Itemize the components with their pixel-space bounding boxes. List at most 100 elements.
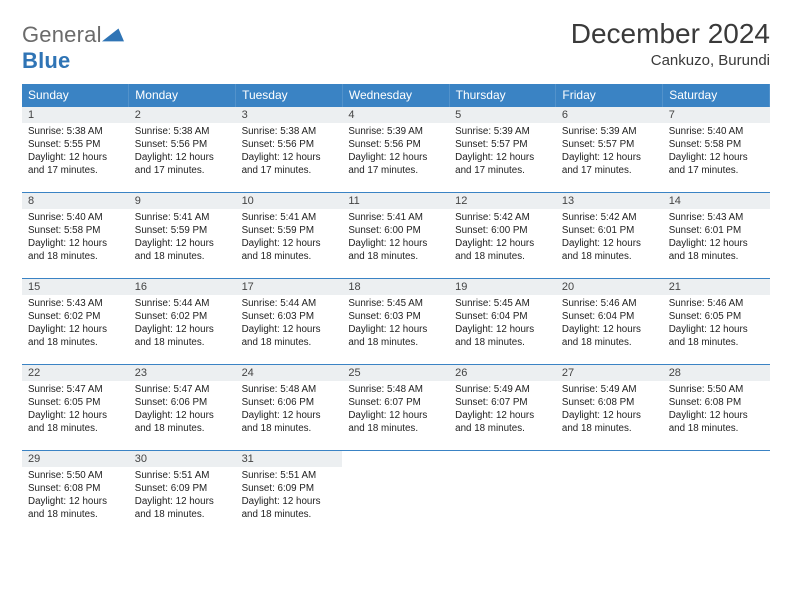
day-number: 16 [129,279,236,295]
day-body: Sunrise: 5:46 AMSunset: 6:05 PMDaylight:… [663,295,770,354]
daylight-line: Daylight: 12 hours and 18 minutes. [562,410,641,434]
calendar-cell: 11Sunrise: 5:41 AMSunset: 6:00 PMDayligh… [342,193,449,279]
daylight-line: Daylight: 12 hours and 18 minutes. [135,410,214,434]
day-body: Sunrise: 5:41 AM Sunset: 5:59 PM Daylight:… [129,209,236,268]
day-number: 17 [236,279,343,295]
calendar-cell: 13Sunrise: 5:42 AMSunset: 6:01 PMDayligh… [556,193,663,279]
sunrise-line: Sunrise: 5:47 AM [28,384,103,395]
day-number: 14 [663,193,770,209]
sunset-line: Sunset: 5:57 PM [455,139,527,150]
day-body: Sunrise: 5:43 AMSunset: 6:02 PMDaylight:… [22,295,129,354]
day-body: Sunrise: 5:39 AMSunset: 5:57 PMDaylight:… [556,123,663,182]
day-body: Sunrise: 5:39 AM Sunset: 5:57 PM Daylight:… [449,123,556,182]
sunset-line: Sunset: 6:08 PM [669,397,741,408]
day-body: Sunrise: 5:40 AMSunset: 5:58 PMDaylight:… [663,123,770,182]
sunset-line: Sunset: 6:09 PM [242,483,314,494]
day-body: Sunrise: 5:41 AMSunset: 5:59 PMDaylight:… [236,209,343,268]
daylight-line: Daylight: 12 hours and 18 minutes. [455,238,534,262]
day-number: 12 [449,193,556,209]
calendar-header: SundayMondayTuesdayWednesdayThursdayFrid… [22,84,770,107]
calendar-cell-empty [342,451,449,537]
brand-logo: General Blue [22,22,124,74]
sunset-line: Sunset: 6:00 PM [348,225,420,236]
daylight-line: Daylight: 12 hours and 18 minutes. [242,238,321,262]
daylight-line: Daylight: 12 hours and 17 minutes. [242,152,321,176]
sunset-line: Sunset: 6:04 PM [455,311,527,322]
day-number: 29 [22,451,129,467]
sunrise-line: Sunrise: 5:48 AM [242,384,317,395]
weekday-header: Saturday [663,84,770,107]
calendar-cell-empty [556,451,663,537]
sunset-line: Sunset: 5:58 PM [28,225,100,236]
day-body: Sunrise: 5:51 AMSunset: 6:09 PMDaylight:… [129,467,236,526]
sunset-line: Sunset: 6:06 PM [242,397,314,408]
daylight-line: Daylight: 12 hours and 17 minutes. [669,152,748,176]
day-number: 11 [342,193,449,209]
sunrise-line: Sunrise: 5:51 AM [242,470,317,481]
calendar-cell: 26Sunrise: 5:49 AMSunset: 6:07 PMDayligh… [449,365,556,451]
day-body: Sunrise: 5:48 AMSunset: 6:06 PMDaylight:… [236,381,343,440]
sunset-line: Sunset: 6:05 PM [669,311,741,322]
day-body: Sunrise: 5:38 AMSunset: 5:56 PMDaylight:… [236,123,343,182]
sunset-line: Sunset: 6:03 PM [242,311,314,322]
triangle-icon [102,26,124,42]
day-body: Sunrise: 5:50 AMSunset: 6:08 PMDaylight:… [22,467,129,526]
sunrise-line: Sunrise: 5:50 AM [669,384,744,395]
brand-word1: General [22,22,102,47]
sunrise-line: Sunrise: 5:46 AM [669,298,744,309]
daylight-line: Daylight: 12 hours and 18 minutes. [135,238,214,262]
day-body: Sunrise: 5:42 AMSunset: 6:00 PMDaylight:… [449,209,556,268]
header: General Blue December 2024 Cankuzo, Buru… [22,18,770,74]
sunset-line: Sunset: 5:56 PM [242,139,314,150]
day-number: 15 [22,279,129,295]
calendar-cell: 20Sunrise: 5:46 AMSunset: 6:04 PMDayligh… [556,279,663,365]
daylight-line: Daylight: 12 hours and 18 minutes. [135,496,214,520]
day-number: 23 [129,365,236,381]
weekday-header: Monday [129,84,236,107]
sunrise-line: Sunrise: 5:50 AM [28,470,103,481]
sunrise-line: Sunrise: 5:39 AM [348,126,423,137]
day-body: Sunrise: 5:39 AMSunset: 5:56 PMDaylight:… [342,123,449,182]
sunrise-line: Sunrise: 5:39 AM [455,126,530,137]
weekday-header: Tuesday [236,84,343,107]
sunrise-line: Sunrise: 5:41 AM [135,212,210,223]
sunrise-line: Sunrise: 5:49 AM [562,384,637,395]
sunset-line: Sunset: 5:59 PM [135,225,207,236]
daylight-line: Daylight: 12 hours and 17 minutes. [135,152,214,176]
daylight-line: Daylight: 12 hours and 17 minutes. [562,152,641,176]
daylight-line: Daylight: 12 hours and 18 minutes. [242,496,321,520]
day-number: 20 [556,279,663,295]
day-number: 9 [129,193,236,209]
daylight-line: Daylight: 12 hours and 18 minutes. [28,238,107,262]
sunrise-line: Sunrise: 5:48 AM [348,384,423,395]
day-body: Sunrise: 5:50 AMSunset: 6:08 PMDaylight:… [663,381,770,440]
sunrise-line: Sunrise: 5:39 AM [562,126,637,137]
day-number: 3 [236,107,343,123]
calendar-cell: 4Sunrise: 5:39 AMSunset: 5:56 PMDaylight… [342,107,449,193]
calendar-row: 29Sunrise: 5:50 AMSunset: 6:08 PMDayligh… [22,451,770,537]
sunset-line: Sunset: 6:08 PM [562,397,634,408]
sunset-line: Sunset: 6:01 PM [669,225,741,236]
calendar-cell: 27Sunrise: 5:49 AMSunset: 6:08 PMDayligh… [556,365,663,451]
calendar-cell: 14Sunrise: 5:43 AMSunset: 6:01 PMDayligh… [663,193,770,279]
calendar-cell: 1Sunrise: 5:38 AMSunset: 5:55 PMDaylight… [22,107,129,193]
calendar-cell: 25Sunrise: 5:48 AMSunset: 6:07 PMDayligh… [342,365,449,451]
calendar-cell: 24Sunrise: 5:48 AMSunset: 6:06 PMDayligh… [236,365,343,451]
daylight-line: Daylight: 12 hours and 18 minutes. [28,324,107,348]
calendar-cell: 23Sunrise: 5:47 AMSunset: 6:06 PMDayligh… [129,365,236,451]
day-number: 19 [449,279,556,295]
calendar-cell: 3Sunrise: 5:38 AMSunset: 5:56 PMDaylight… [236,107,343,193]
calendar-cell: 12Sunrise: 5:42 AMSunset: 6:00 PMDayligh… [449,193,556,279]
calendar-cell: 2Sunrise: 5:38 AMSunset: 5:56 PMDaylight… [129,107,236,193]
calendar-body: 1Sunrise: 5:38 AMSunset: 5:55 PMDaylight… [22,107,770,537]
calendar-cell-empty [663,451,770,537]
sunrise-line: Sunrise: 5:47 AM [135,384,210,395]
day-body: Sunrise: 5:49 AM Sunset: 6:08 PM Daylight:… [556,381,663,440]
sunset-line: Sunset: 6:07 PM [348,397,420,408]
weekday-header: Sunday [22,84,129,107]
daylight-line: Daylight: 12 hours and 17 minutes. [455,152,534,176]
sunset-line: Sunset: 5:58 PM [669,139,741,150]
day-body: Sunrise: 5:41 AMSunset: 6:00 PMDaylight:… [342,209,449,268]
day-body: Sunrise: 5:44 AMSunset: 6:02 PMDaylight:… [129,295,236,354]
weekday-header: Friday [556,84,663,107]
